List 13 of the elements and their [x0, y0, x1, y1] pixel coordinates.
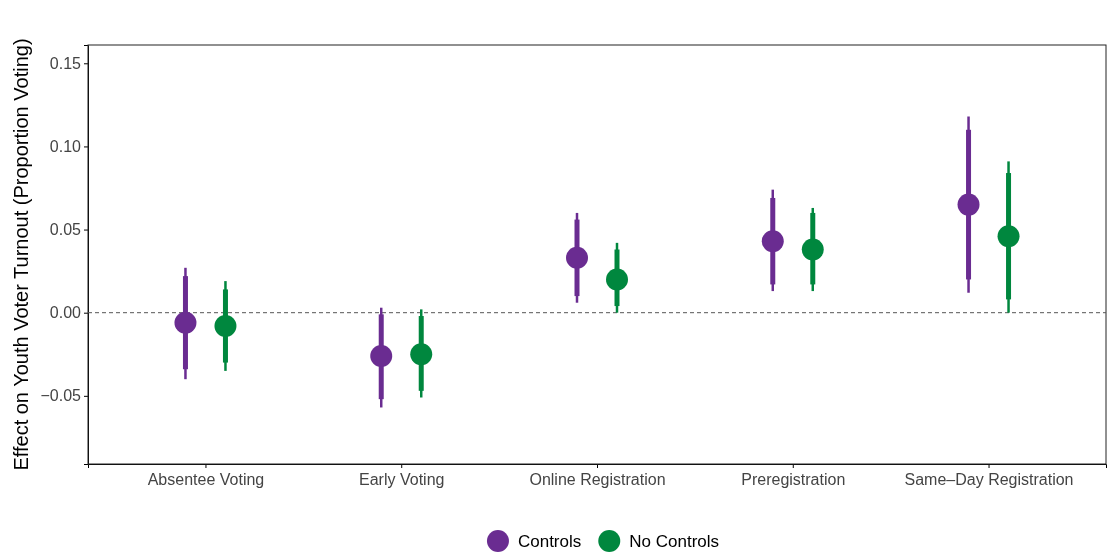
legend-label: No Controls: [629, 531, 720, 551]
y-axis-title: Effect on Youth Voter Turnout (Proportion Voting): [10, 38, 32, 471]
x-tick-label: Online Registration: [529, 471, 666, 489]
y-tick-label: 0.10: [49, 138, 82, 156]
y-tick-label: 0.15: [49, 54, 82, 72]
y-tick-label: 0.05: [49, 221, 82, 239]
y-tick-label: 0.00: [49, 304, 82, 322]
x-tick-label: Same–Day Registration: [904, 471, 1074, 489]
y-tick-label: −0.05: [40, 387, 82, 405]
x-tick-label: Absentee Voting: [147, 471, 265, 489]
x-tick-label: Early Voting: [359, 471, 445, 489]
x-tick-label: Preregistration: [741, 471, 846, 489]
legend-label: Controls: [517, 531, 582, 551]
